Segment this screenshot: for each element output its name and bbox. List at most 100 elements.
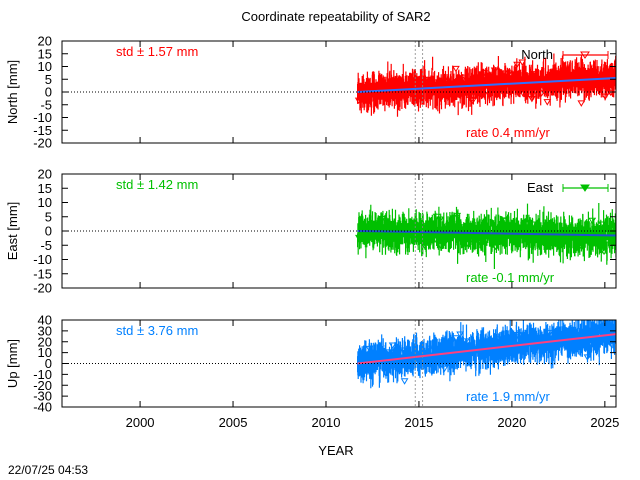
rate-annotation: rate 0.4 mm/yr <box>466 125 550 140</box>
data-point <box>560 341 569 349</box>
data-point <box>559 83 568 90</box>
data-point <box>456 356 465 364</box>
series-up <box>357 320 616 389</box>
y-tick-label: 30 <box>38 323 52 338</box>
data-point <box>461 338 470 345</box>
x-tick-label: 2005 <box>219 415 248 430</box>
y-tick-label: -40 <box>33 400 52 415</box>
data-point <box>425 345 434 353</box>
data-point <box>480 69 489 77</box>
data-point <box>512 334 520 341</box>
data-point <box>538 236 547 244</box>
data-point <box>606 89 615 97</box>
data-point <box>400 378 409 385</box>
trend-line-north <box>357 76 616 93</box>
y-tick-label: 5 <box>45 72 52 87</box>
data-point <box>529 221 537 229</box>
data-point <box>469 238 477 246</box>
data-point <box>392 85 401 92</box>
data-point <box>537 90 546 97</box>
data-point <box>594 85 603 92</box>
data-point <box>381 370 390 377</box>
x-tick-label: 2000 <box>126 415 155 430</box>
data-point <box>577 100 586 107</box>
data-point <box>471 88 479 95</box>
data-point <box>365 345 374 353</box>
data-point <box>420 76 428 84</box>
data-point <box>509 347 517 354</box>
data-point <box>505 70 513 77</box>
data-point <box>477 234 486 241</box>
data-point <box>516 87 525 95</box>
data-point <box>548 224 557 231</box>
legend-marker <box>580 51 590 59</box>
data-point <box>370 89 379 96</box>
std-annotation: std ± 1.57 mm <box>116 44 198 59</box>
data-point <box>371 221 380 229</box>
data-point <box>600 248 608 256</box>
data-point <box>420 222 429 230</box>
y-tick-label: 10 <box>38 345 52 360</box>
data-point <box>432 237 441 244</box>
x-tick-label: 2015 <box>404 415 433 430</box>
data-point <box>365 353 374 360</box>
data-point <box>598 71 607 79</box>
data-point <box>532 337 541 344</box>
data-point <box>466 342 475 349</box>
data-point <box>354 97 363 105</box>
data-point <box>606 326 615 333</box>
data-point <box>491 243 500 251</box>
data-point <box>513 61 521 69</box>
data-point <box>467 97 476 104</box>
y-tick-label: 0 <box>45 85 52 100</box>
series-north <box>354 53 616 117</box>
std-annotation: std ± 1.42 mm <box>116 177 198 192</box>
data-point <box>530 71 539 78</box>
trend-line-east <box>357 230 616 237</box>
data-point <box>382 227 390 234</box>
data-point <box>594 243 603 250</box>
data-point <box>458 345 466 352</box>
data-point <box>585 72 594 80</box>
data-point <box>447 89 456 96</box>
data-point <box>384 351 393 359</box>
data-point <box>440 77 448 85</box>
data-point <box>391 351 399 359</box>
data-point <box>464 240 472 248</box>
y-tick-label: 40 <box>38 313 52 328</box>
data-point <box>440 365 449 373</box>
rate-annotation: rate 1.9 mm/yr <box>466 389 550 404</box>
legend-marker <box>580 184 590 192</box>
data-point <box>453 355 462 362</box>
y-tick-label: -15 <box>33 123 52 138</box>
data-point <box>577 229 585 237</box>
data-point <box>601 93 610 101</box>
data-point <box>537 337 545 345</box>
data-point <box>456 331 465 339</box>
data-point <box>515 227 524 235</box>
data-point <box>518 86 527 93</box>
data-point <box>507 237 516 245</box>
y-axis-label: Up [mm] <box>5 339 20 388</box>
data-point <box>454 228 462 235</box>
y-tick-label: -20 <box>33 281 52 296</box>
rate-annotation: rate -0.1 mm/yr <box>466 270 555 285</box>
data-point <box>485 92 494 99</box>
data-point <box>461 74 470 82</box>
data-point <box>430 225 438 233</box>
data-point <box>545 329 554 337</box>
data-point <box>453 212 462 220</box>
y-tick-label: 10 <box>38 59 52 74</box>
data-point <box>438 343 447 350</box>
data-point <box>503 223 512 231</box>
data-point <box>580 73 588 80</box>
data-point <box>466 81 475 88</box>
y-tick-label: 15 <box>38 46 52 61</box>
data-point <box>474 239 483 246</box>
data-point <box>569 326 577 334</box>
data-point <box>597 221 606 228</box>
y-tick-label: -15 <box>33 266 52 281</box>
